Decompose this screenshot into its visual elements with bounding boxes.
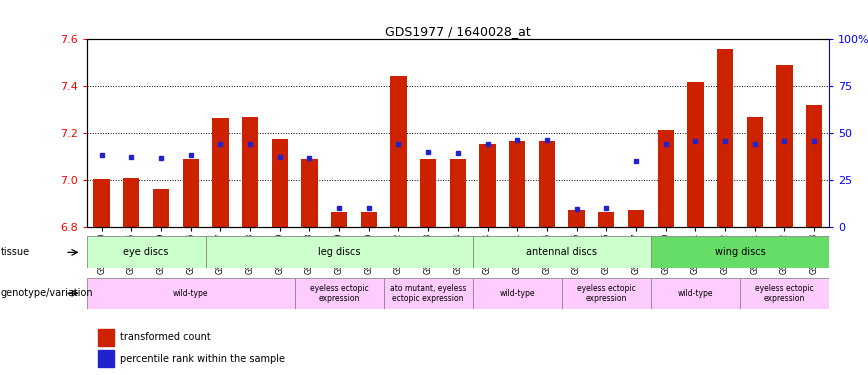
Bar [242, 117, 259, 227]
Bar [98, 329, 115, 346]
Bar [657, 130, 674, 227]
Bar [331, 211, 347, 227]
Text: eye discs: eye discs [123, 247, 169, 257]
Text: leg discs: leg discs [318, 247, 360, 257]
Bar [206, 236, 473, 268]
Bar [272, 139, 288, 227]
Text: transformed count: transformed count [120, 332, 211, 342]
Text: percentile rank within the sample: percentile rank within the sample [120, 354, 286, 364]
Text: tissue: tissue [1, 248, 30, 257]
Bar [420, 159, 437, 227]
Bar [450, 159, 466, 227]
Bar [740, 278, 829, 309]
Bar [473, 236, 651, 268]
Bar [360, 212, 377, 227]
Bar [182, 159, 199, 227]
Bar [153, 189, 169, 227]
Bar [539, 141, 556, 227]
Bar [651, 278, 740, 309]
Bar [473, 278, 562, 309]
Bar [384, 278, 473, 309]
Text: ato mutant, eyeless
ectopic expression: ato mutant, eyeless ectopic expression [390, 284, 466, 303]
Text: antennal discs: antennal discs [526, 247, 597, 257]
Bar [598, 211, 615, 227]
Bar [301, 159, 318, 227]
Text: eyeless ectopic
expression: eyeless ectopic expression [755, 284, 814, 303]
Bar [294, 278, 384, 309]
Text: genotype/variation: genotype/variation [1, 288, 94, 298]
Bar [562, 278, 651, 309]
Bar [687, 82, 704, 227]
Text: wild-type: wild-type [678, 289, 713, 298]
Bar [479, 144, 496, 227]
Bar [651, 236, 829, 268]
Bar [98, 350, 115, 368]
Text: wing discs: wing discs [714, 247, 766, 257]
Bar [628, 210, 644, 227]
Text: wild-type: wild-type [499, 289, 535, 298]
Bar [87, 278, 294, 309]
Bar [717, 49, 733, 227]
Bar [123, 178, 140, 227]
Bar [806, 105, 822, 227]
Text: eyeless ectopic
expression: eyeless ectopic expression [310, 284, 369, 303]
Bar [94, 179, 110, 227]
Title: GDS1977 / 1640028_at: GDS1977 / 1640028_at [385, 25, 530, 38]
Text: eyeless ectopic
expression: eyeless ectopic expression [577, 284, 635, 303]
Bar [87, 236, 206, 268]
Bar [569, 210, 585, 227]
Bar [212, 118, 228, 227]
Bar [391, 76, 407, 227]
Bar [776, 65, 792, 227]
Bar [746, 117, 763, 227]
Text: wild-type: wild-type [173, 289, 208, 298]
Bar [509, 141, 525, 227]
